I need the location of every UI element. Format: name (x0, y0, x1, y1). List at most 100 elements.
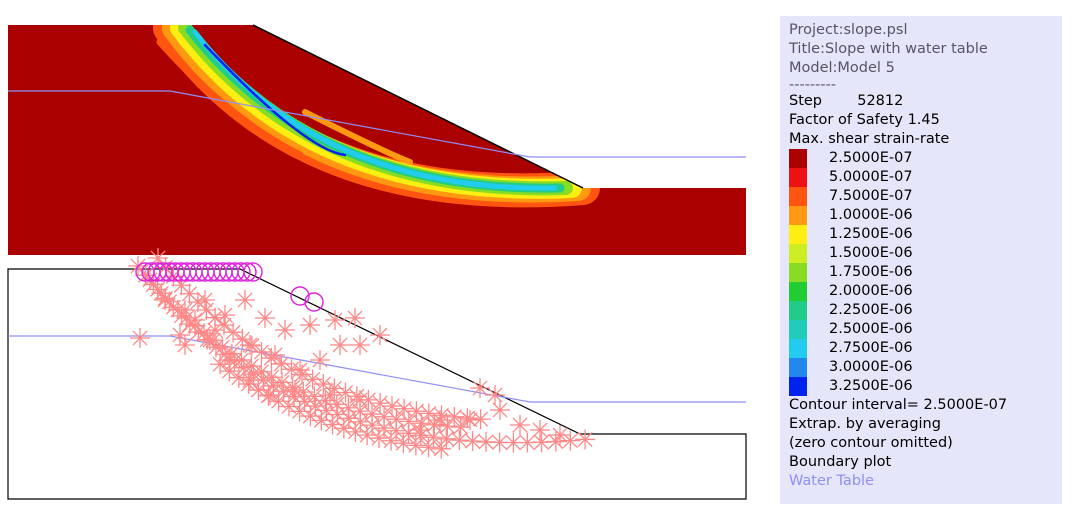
plastic-indicator (220, 350, 240, 370)
contour-legend-item: 1.7500E-06 (789, 263, 1062, 282)
plastic-indicator (310, 350, 330, 370)
plastic-indicator (261, 367, 282, 388)
model-name: Model:Model 5 (789, 60, 895, 76)
step-label: Step (789, 93, 823, 109)
boundary-outline (7, 268, 747, 500)
contour-legend-item: 2.7500E-06 (789, 339, 1062, 358)
contour-legend-item: 1.2500E-06 (789, 225, 1062, 244)
plastic-indicator (235, 290, 255, 310)
contour-swatch (789, 263, 807, 282)
contour-swatch (789, 339, 807, 358)
plastic-indicator (243, 364, 264, 385)
plastic-indicator (370, 393, 391, 414)
plastic-indicator (200, 330, 220, 350)
plastic-indicator (374, 406, 395, 427)
plastic-indicator (265, 345, 285, 365)
plot-area (7, 24, 747, 500)
plastic-indicator (357, 425, 378, 446)
yield-indicator (243, 262, 263, 282)
plastic-indicator (485, 385, 505, 405)
project-name: Project:slope.psl (789, 22, 908, 38)
contour-value: 7.5000E-07 (829, 188, 913, 204)
plastic-indicator (322, 414, 343, 435)
plastic-indicator (462, 431, 483, 452)
plastic-indicator (369, 428, 389, 449)
contour-legend: 2.5000E-07 5.0000E-07 7.5000E-07 1.0000E-06… (789, 149, 1062, 396)
step-value: 52812 (857, 93, 904, 109)
plastic-indicator (135, 265, 156, 286)
plastic-indicator (449, 430, 470, 451)
contour-value: 1.2500E-06 (829, 226, 913, 242)
contour-value: 1.7500E-06 (829, 264, 913, 280)
contour-value: 5.0000E-07 (829, 169, 913, 185)
boundary-plot (7, 248, 747, 500)
contour-value: 3.0000E-06 (829, 359, 913, 375)
plastic-indicator (221, 343, 242, 364)
plastic-indicator (374, 418, 394, 439)
plastic-indicator (410, 420, 430, 440)
contour-legend-item: 7.5000E-07 (789, 187, 1062, 206)
separator: --------- (789, 77, 837, 93)
plastic-indicator (205, 320, 225, 340)
plastic-indicator (398, 411, 419, 432)
contour-swatch (789, 320, 807, 339)
contour-value: 2.2500E-06 (829, 302, 913, 318)
plastic-indicator (418, 403, 439, 424)
plastic-indicator (345, 421, 366, 442)
plastic-indicator (215, 305, 235, 325)
yield-indicator (304, 292, 324, 312)
plastic-indicator (393, 433, 414, 454)
plastic-indicator (260, 385, 280, 405)
plastic-indicator (381, 430, 402, 451)
plastic-indicator (510, 415, 530, 435)
contour-swatch (789, 225, 807, 244)
slope-surface (252, 24, 584, 189)
water-table-label: Water Table (789, 473, 874, 489)
contour-interval: Contour interval= 2.5000E-07 (789, 397, 1008, 413)
yield-indicator (237, 262, 257, 282)
plastic-indicator (325, 310, 345, 330)
plastic-indicator (490, 400, 510, 420)
plastic-indicator (470, 409, 491, 430)
contour-swatch (789, 206, 807, 225)
plastic-indicator (195, 290, 215, 310)
contour-value: 2.5000E-06 (829, 321, 913, 337)
plastic-indicator (170, 325, 190, 345)
contour-value: 3.2500E-06 (829, 378, 913, 394)
contour-title: Max. shear strain-rate (789, 131, 950, 147)
plastic-indicator (370, 325, 390, 345)
yield-indicators (135, 262, 324, 312)
plastic-indicator (575, 429, 596, 450)
plastic-indicator (345, 308, 365, 328)
plastic-indicator (560, 430, 581, 451)
contour-legend-item: 3.2500E-06 (789, 377, 1062, 396)
contour-swatch (789, 149, 807, 168)
contour-value: 2.7500E-06 (829, 340, 913, 356)
contour-legend-item: 2.2500E-06 (789, 301, 1062, 320)
plastic-indicator (255, 308, 275, 328)
plastic-indicator (530, 420, 550, 440)
contour-value: 1.0000E-06 (829, 207, 913, 223)
contour-legend-item: 1.5000E-06 (789, 244, 1062, 263)
plastic-indicator (212, 337, 233, 358)
plastic-indicator (470, 378, 490, 398)
legend-panel: Project:slope.psl Title:Slope with water… (780, 16, 1062, 504)
plastic-indicator (350, 335, 370, 355)
contour-legend-item: 5.0000E-07 (789, 168, 1062, 187)
plastic-indicator (431, 438, 452, 459)
zero-contour-note: (zero contour omitted) (789, 435, 953, 451)
plastic-indicator (240, 370, 260, 390)
plastic-indicator (430, 410, 450, 430)
contour-swatch (789, 187, 807, 206)
water-table-line-bottom (8, 335, 746, 403)
plastic-indicator (386, 409, 407, 430)
plastic-indicator (338, 397, 359, 418)
shear-band (153, 25, 600, 208)
yield-indicator (290, 286, 310, 306)
plastic-indicator (175, 335, 195, 355)
plastic-indicator (196, 300, 217, 321)
plastic-indicator (238, 374, 259, 395)
contour-legend-item: 1.0000E-06 (789, 206, 1062, 225)
plastic-indicator (241, 335, 262, 356)
plastic-indicator (330, 335, 350, 355)
